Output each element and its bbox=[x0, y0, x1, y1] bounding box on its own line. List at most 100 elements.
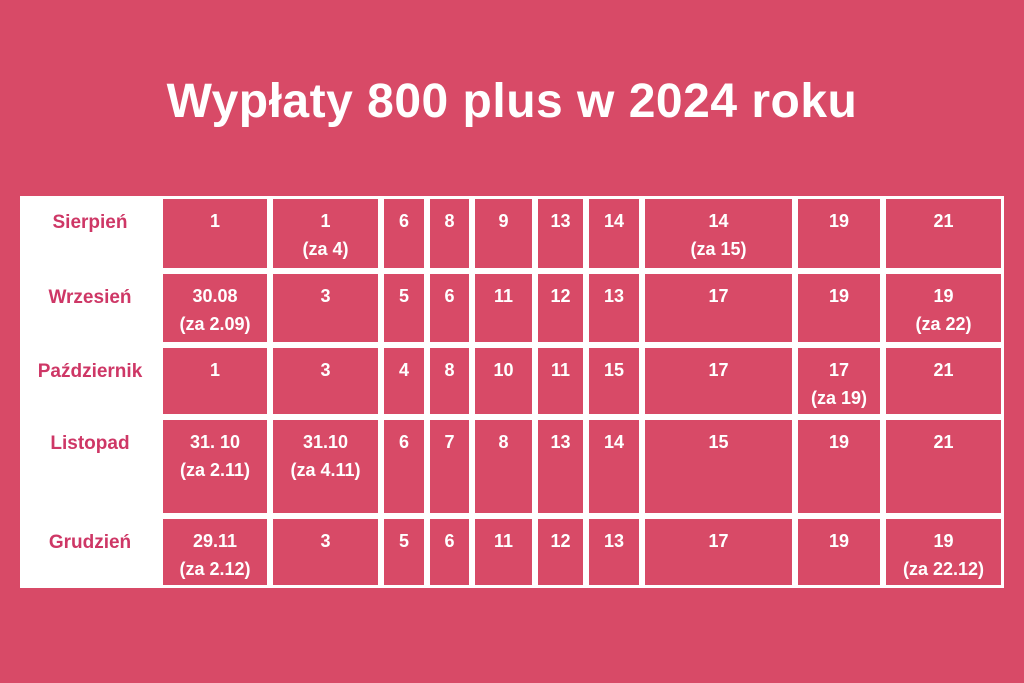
payout-date-cell: 5 bbox=[381, 516, 427, 588]
payout-day: 14 bbox=[603, 432, 625, 452]
payout-date-cell: 13 bbox=[535, 417, 586, 516]
month-header-cell: Listopad bbox=[20, 417, 160, 516]
payout-day: 8 bbox=[498, 432, 509, 452]
payout-note: (za 22) bbox=[915, 314, 972, 334]
payout-date-cell: 15 bbox=[586, 345, 642, 417]
payout-day: 14 bbox=[708, 211, 729, 231]
payout-date-cell: 17 bbox=[642, 516, 795, 588]
payout-date-cell: 3 bbox=[270, 271, 381, 345]
payout-day: 13 bbox=[603, 286, 625, 306]
month-header-cell: Grudzień bbox=[20, 516, 160, 588]
payout-day: 5 bbox=[398, 531, 409, 551]
payout-note: (za 2.12) bbox=[179, 559, 251, 579]
payout-day: 13 bbox=[550, 432, 571, 452]
payout-date-cell: 29.11 (za 2.12) bbox=[160, 516, 270, 588]
month-header-cell: Październik bbox=[20, 345, 160, 417]
payout-date-cell: 11 bbox=[535, 345, 586, 417]
payout-date-cell: 19 bbox=[795, 516, 883, 588]
payout-day: 3 bbox=[320, 286, 331, 306]
payout-date-cell: 4 bbox=[381, 345, 427, 417]
payout-date-cell: 14 (za 15) bbox=[642, 196, 795, 271]
payout-day: 8 bbox=[444, 360, 455, 380]
payout-day: 13 bbox=[603, 531, 625, 551]
payout-date-cell: 19 bbox=[795, 196, 883, 271]
payout-day: 19 bbox=[828, 432, 850, 452]
payout-note: (za 15) bbox=[690, 239, 747, 259]
payout-day: 13 bbox=[550, 211, 571, 231]
payout-note: (za 22.12) bbox=[902, 559, 985, 579]
payout-date-cell: 13 bbox=[586, 271, 642, 345]
payout-note: (za 19) bbox=[810, 388, 868, 408]
payout-day: 17 bbox=[708, 531, 729, 551]
payout-date-cell: 14 bbox=[586, 417, 642, 516]
payout-date-cell: 19 (za 22.12) bbox=[883, 516, 1004, 588]
payout-date-cell: 1 bbox=[160, 345, 270, 417]
payout-date-cell: 15 bbox=[642, 417, 795, 516]
payout-day: 1 bbox=[209, 211, 220, 231]
payout-day: 19 bbox=[933, 286, 954, 306]
payout-day: 5 bbox=[398, 286, 409, 306]
payout-day: 6 bbox=[444, 286, 455, 306]
payout-date-cell: 30.08 (za 2.09) bbox=[160, 271, 270, 345]
payout-day: 19 bbox=[828, 531, 850, 551]
payout-date-cell: 6 bbox=[381, 417, 427, 516]
payout-date-cell: 8 bbox=[427, 345, 472, 417]
payout-day: 4 bbox=[398, 360, 409, 380]
payout-day: 31. 10 bbox=[189, 432, 241, 452]
payout-date-cell: 8 bbox=[472, 417, 535, 516]
payout-date-cell: 6 bbox=[381, 196, 427, 271]
payout-date-cell: 14 bbox=[586, 196, 642, 271]
payout-day: 6 bbox=[398, 432, 409, 452]
payout-note: (za 2.09) bbox=[179, 314, 251, 334]
payout-date-cell: 5 bbox=[381, 271, 427, 345]
payout-day: 15 bbox=[708, 432, 729, 452]
payout-date-cell: 1 (za 4) bbox=[270, 196, 381, 271]
payout-day: 19 bbox=[828, 286, 850, 306]
payout-date-cell: 3 bbox=[270, 516, 381, 588]
payout-day: 10 bbox=[493, 360, 514, 380]
payout-date-cell: 21 bbox=[883, 417, 1004, 516]
payout-day: 21 bbox=[933, 432, 954, 452]
payout-date-cell: 19 bbox=[795, 417, 883, 516]
payout-date-cell: 21 bbox=[883, 345, 1004, 417]
payout-note: (za 2.11) bbox=[179, 460, 251, 480]
payout-date-cell: 17 bbox=[642, 345, 795, 417]
payout-date-cell: 11 bbox=[472, 271, 535, 345]
payout-day: 19 bbox=[828, 211, 850, 231]
payout-day: 1 bbox=[209, 360, 220, 380]
payout-day: 19 bbox=[933, 531, 954, 551]
payout-date-cell: 13 bbox=[535, 196, 586, 271]
payout-day: 17 bbox=[708, 360, 729, 380]
payout-date-cell: 7 bbox=[427, 417, 472, 516]
payout-day: 14 bbox=[603, 211, 625, 231]
payout-day: 7 bbox=[444, 432, 455, 452]
payout-date-cell: 19 (za 22) bbox=[883, 271, 1004, 345]
payout-day: 8 bbox=[444, 211, 455, 231]
payout-day: 11 bbox=[493, 286, 514, 306]
payout-table: Sierpień 1 1 (za 4) 6 8 9 13 14 14 (za 15) 19 21 Wrze… bbox=[20, 196, 1004, 588]
payout-day: 9 bbox=[498, 211, 509, 231]
payout-day: 29.11 bbox=[192, 531, 238, 551]
payout-day: 17 bbox=[708, 286, 729, 306]
payout-date-cell: 19 bbox=[795, 271, 883, 345]
payout-date-cell: 9 bbox=[472, 196, 535, 271]
payout-day: 6 bbox=[444, 531, 455, 551]
payout-date-cell: 12 bbox=[535, 516, 586, 588]
payout-note: (za 4.11) bbox=[290, 460, 361, 480]
payout-day: 11 bbox=[550, 360, 571, 380]
month-header-cell: Wrzesień bbox=[20, 271, 160, 345]
payout-day: 6 bbox=[398, 211, 409, 231]
payout-date-cell: 12 bbox=[535, 271, 586, 345]
payout-day: 15 bbox=[603, 360, 625, 380]
payout-day: 1 bbox=[320, 211, 331, 231]
payout-day: 3 bbox=[320, 531, 331, 551]
payout-date-cell: 11 bbox=[472, 516, 535, 588]
payout-date-cell: 6 bbox=[427, 271, 472, 345]
payout-date-cell: 13 bbox=[586, 516, 642, 588]
payout-day: 3 bbox=[320, 360, 331, 380]
payout-day: 11 bbox=[493, 531, 514, 551]
payout-day: 21 bbox=[933, 360, 954, 380]
payout-date-cell: 31. 10 (za 2.11) bbox=[160, 417, 270, 516]
month-header-cell: Sierpień bbox=[20, 196, 160, 271]
payout-day: 31.10 bbox=[302, 432, 349, 452]
